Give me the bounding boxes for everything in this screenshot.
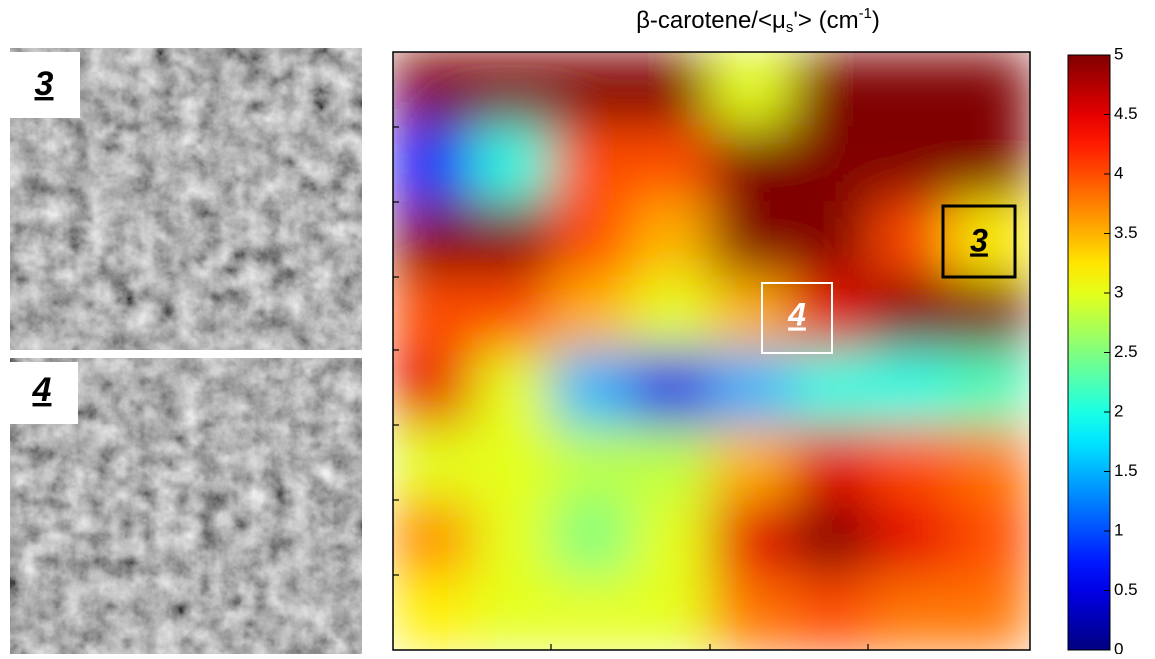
heat-cell (631, 201, 712, 277)
heat-cell (393, 126, 474, 202)
heat-cell (791, 425, 872, 501)
heat-cell (870, 351, 951, 427)
heat-cell (711, 425, 792, 501)
heat-cell (791, 201, 872, 277)
heat-cell (552, 351, 633, 427)
heat-cell (791, 351, 872, 427)
image-label: 4 (32, 371, 52, 409)
heat-cell (631, 575, 712, 651)
heat-cell (870, 575, 951, 651)
heat-cell (950, 351, 1031, 427)
heat-cell (631, 52, 712, 128)
heat-cell (472, 351, 553, 427)
colorbar (1068, 55, 1110, 650)
colorbar-tick-label: 2.5 (1114, 342, 1138, 361)
heat-cell (472, 52, 553, 128)
figure: 3 4 β-carotene/<μs'> (cm-1) 3 4 0 0.5 1 1.5… (0, 0, 1155, 654)
colorbar-tick-label: 4 (1114, 163, 1123, 182)
annotation: 4 (787, 296, 806, 332)
heat-cell (393, 276, 474, 352)
heat-cell (472, 276, 553, 352)
heat-cell (870, 126, 951, 202)
heat-cell (711, 276, 792, 352)
colorbar-tick-label: 5 (1114, 44, 1123, 63)
heat-cell (711, 575, 792, 651)
heat-cell (472, 201, 553, 277)
heat-cell (791, 500, 872, 576)
heat-cell (393, 575, 474, 651)
heat-cell (950, 126, 1031, 202)
heat-cell (552, 276, 633, 352)
heat-cell (552, 575, 633, 651)
colorbar-tick-label: 0 (1114, 639, 1123, 654)
heat-cell (472, 425, 553, 501)
heat-cell (950, 276, 1031, 352)
heat-cell (631, 126, 712, 202)
heat-cell (711, 126, 792, 202)
heat-cell (472, 575, 553, 651)
heat-cell (552, 52, 633, 128)
colorbar-tick-label: 3.5 (1114, 223, 1138, 242)
heat-cell (711, 201, 792, 277)
heat-cell (791, 575, 872, 651)
heat-cell (393, 201, 474, 277)
heat-cell (950, 575, 1031, 651)
heat-cell (950, 500, 1031, 576)
annotation: 3 (970, 222, 988, 258)
colorbar-tick-label: 1.5 (1114, 461, 1138, 480)
heat-cell (472, 500, 553, 576)
heat-cell (950, 425, 1031, 501)
heat-cell (552, 126, 633, 202)
colorbar-tick-label: 0.5 (1114, 580, 1138, 599)
heat-cell (393, 425, 474, 501)
heat-cell (552, 425, 633, 501)
heat-cell (711, 351, 792, 427)
heat-cell (552, 500, 633, 576)
heat-cell (393, 52, 474, 128)
chart-title: β-carotene/<μs'> (cm-1) (636, 5, 880, 36)
heat-cell (870, 425, 951, 501)
heat-cell (791, 126, 872, 202)
heat-cell (791, 52, 872, 128)
heat-cell (393, 351, 474, 427)
heat-cell (552, 201, 633, 277)
colorbar-tick-label: 1 (1114, 520, 1123, 539)
heat-cell (393, 500, 474, 576)
heat-cell (950, 52, 1031, 128)
heat-cell (870, 52, 951, 128)
heat-cell (870, 201, 951, 277)
heat-cell (631, 276, 712, 352)
heat-cell (631, 500, 712, 576)
heat-cell (870, 276, 951, 352)
image-label: 3 (35, 65, 54, 103)
heat-cell (870, 500, 951, 576)
heat-cell (472, 126, 553, 202)
heat-cell (711, 52, 792, 128)
heat-cell (950, 201, 1031, 277)
heat-cell (711, 500, 792, 576)
heat-cell (631, 425, 712, 501)
colorbar-tick-label: 4.5 (1114, 104, 1138, 123)
colorbar-tick-label: 2 (1114, 401, 1123, 420)
heat-cell (631, 351, 712, 427)
colorbar-tick-label: 3 (1114, 282, 1123, 301)
